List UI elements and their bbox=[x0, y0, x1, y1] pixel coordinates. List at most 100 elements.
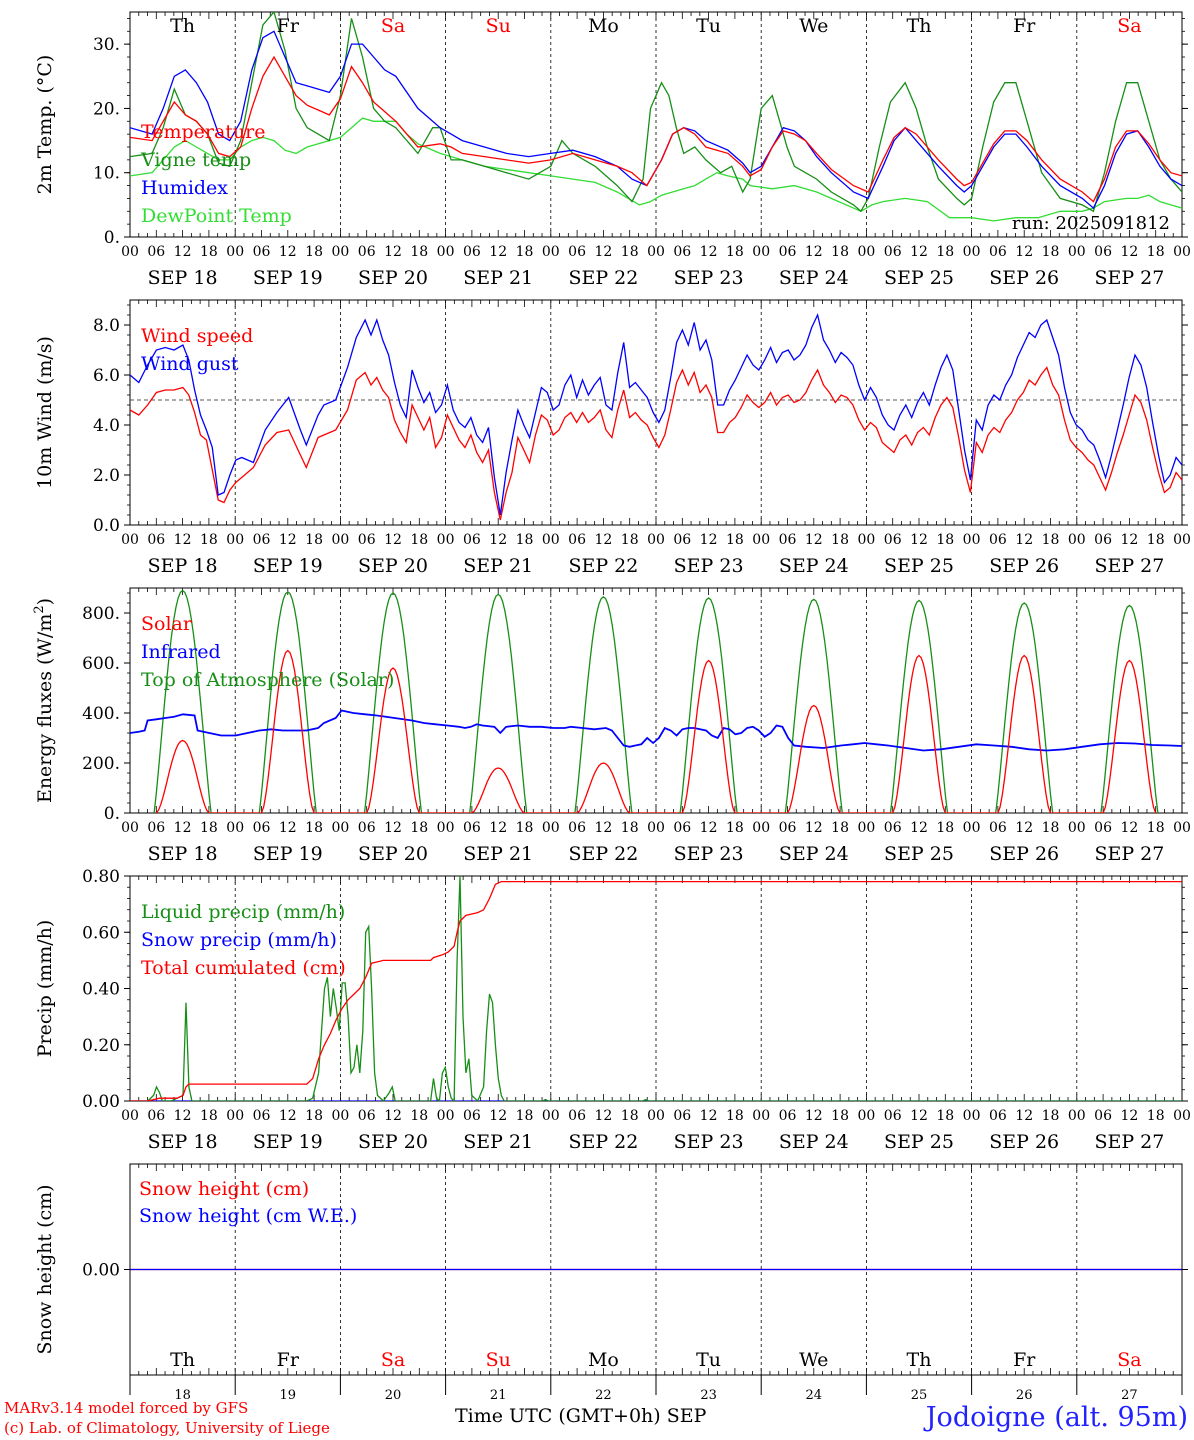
series-line-wind-gust bbox=[130, 313, 1182, 516]
hour-label: 12 bbox=[1015, 1108, 1033, 1124]
date-label: SEP 20 bbox=[358, 267, 428, 289]
hour-label: 00 bbox=[647, 532, 665, 548]
date-label: SEP 19 bbox=[253, 1131, 323, 1153]
hour-label: 06 bbox=[989, 1108, 1007, 1124]
hour-label: 00 bbox=[857, 532, 875, 548]
hour-label: 12 bbox=[1120, 244, 1138, 260]
hour-label: 12 bbox=[279, 1108, 297, 1124]
weekday-label: Th bbox=[170, 1349, 195, 1371]
hour-label: 06 bbox=[358, 1108, 376, 1124]
date-label: SEP 22 bbox=[568, 267, 638, 289]
date-label: SEP 24 bbox=[779, 843, 849, 865]
date-label: SEP 26 bbox=[989, 267, 1059, 289]
hour-label: 18 bbox=[831, 532, 849, 548]
hour-label: 18 bbox=[1042, 820, 1060, 836]
day-number: 24 bbox=[806, 1388, 823, 1403]
hour-label: 12 bbox=[910, 820, 928, 836]
hour-label: 06 bbox=[1094, 244, 1112, 260]
hour-label: 00 bbox=[331, 1108, 349, 1124]
hour-label: 18 bbox=[200, 244, 218, 260]
hour-label: 18 bbox=[726, 244, 744, 260]
hour-label: 00 bbox=[542, 244, 560, 260]
day-number: 21 bbox=[490, 1388, 507, 1403]
hour-label: 06 bbox=[253, 1108, 271, 1124]
hour-label: 00 bbox=[121, 820, 139, 836]
y-tick-label: 0. bbox=[104, 804, 120, 824]
hour-label: 00 bbox=[963, 1108, 981, 1124]
series-line-total-cumulated-cm- bbox=[130, 880, 1182, 1101]
date-label: SEP 26 bbox=[989, 843, 1059, 865]
hour-label: 00 bbox=[121, 1108, 139, 1124]
y-tick-label: 400. bbox=[82, 704, 120, 724]
hour-label: 18 bbox=[410, 244, 428, 260]
date-label: SEP 21 bbox=[463, 843, 533, 865]
hour-label: 06 bbox=[884, 1108, 902, 1124]
hour-label: 18 bbox=[726, 532, 744, 548]
hour-label: 00 bbox=[226, 532, 244, 548]
hour-label: 18 bbox=[410, 820, 428, 836]
panel-precip: 0.00 0.20 0.40 0.60 0.80 Precip (mm/h) Liquid … bbox=[34, 867, 1191, 1153]
hour-label: 06 bbox=[463, 1108, 481, 1124]
date-label: SEP 18 bbox=[148, 1131, 218, 1153]
date-label: SEP 20 bbox=[358, 1131, 428, 1153]
panel-wind: 0.0 2.0 4.0 6.0 8.0 10m Wind (m/s) Wind speed W… bbox=[34, 299, 1191, 577]
legend-entry: Infrared bbox=[141, 641, 221, 663]
weekday-label: Mo bbox=[588, 1349, 619, 1371]
hour-label: 00 bbox=[1068, 532, 1086, 548]
hour-label: 00 bbox=[542, 820, 560, 836]
hour-label: 12 bbox=[700, 244, 718, 260]
hour-label: 12 bbox=[1120, 1108, 1138, 1124]
date-label: SEP 27 bbox=[1094, 843, 1164, 865]
y-tick-label: 200. bbox=[82, 754, 120, 774]
legend-entry: Snow height (cm W.E.) bbox=[139, 1205, 357, 1227]
legend-entry: Total cumulated (cm) bbox=[141, 957, 346, 979]
hour-label: 18 bbox=[1042, 532, 1060, 548]
time-axis-label: Time UTC (GMT+0h) SEP bbox=[455, 1405, 707, 1427]
hour-label: 00 bbox=[647, 1108, 665, 1124]
date-label: SEP 22 bbox=[568, 555, 638, 577]
legend-entry: Top of Atmosphere (Solar) bbox=[141, 669, 394, 691]
hour-label: 00 bbox=[857, 820, 875, 836]
series-line-infrared bbox=[130, 709, 1182, 752]
hour-label: 18 bbox=[1042, 1108, 1060, 1124]
hour-label: 00 bbox=[857, 244, 875, 260]
hour-label: 00 bbox=[857, 1108, 875, 1124]
hour-label: 18 bbox=[305, 532, 323, 548]
y-tick-label: 600. bbox=[82, 654, 120, 674]
y-tick-label: 4.0 bbox=[93, 416, 120, 436]
date-label: SEP 18 bbox=[148, 555, 218, 577]
series-line-humidex bbox=[130, 30, 1182, 210]
hour-label: 18 bbox=[831, 1108, 849, 1124]
day-number: 19 bbox=[280, 1388, 297, 1403]
hour-label: 18 bbox=[936, 244, 954, 260]
hour-label: 12 bbox=[805, 532, 823, 548]
day-number: 20 bbox=[385, 1388, 402, 1403]
hour-label: 06 bbox=[147, 532, 165, 548]
hour-label: 06 bbox=[1094, 1108, 1112, 1124]
hour-label: 12 bbox=[384, 820, 402, 836]
hour-label: 18 bbox=[936, 532, 954, 548]
date-label: SEP 25 bbox=[884, 1131, 954, 1153]
hour-label: 06 bbox=[673, 244, 691, 260]
series-line-top-of-atmosphere-solar- bbox=[153, 589, 1159, 813]
hour-label: 00 bbox=[963, 820, 981, 836]
date-label: SEP 23 bbox=[674, 843, 744, 865]
hour-label: 18 bbox=[936, 1108, 954, 1124]
hour-label: 12 bbox=[384, 244, 402, 260]
series-line-temperature bbox=[130, 55, 1182, 203]
weekday-label: Th bbox=[907, 15, 932, 37]
hour-label: 18 bbox=[621, 1108, 639, 1124]
hour-label: 12 bbox=[489, 1108, 507, 1124]
hour-label: 18 bbox=[305, 820, 323, 836]
date-label: SEP 23 bbox=[674, 555, 744, 577]
date-label: SEP 23 bbox=[674, 267, 744, 289]
y-tick-label: 20. bbox=[93, 99, 120, 119]
date-label: SEP 21 bbox=[463, 555, 533, 577]
hour-label: 12 bbox=[594, 532, 612, 548]
hour-label: 12 bbox=[805, 820, 823, 836]
weekday-label: Sa bbox=[1117, 15, 1141, 37]
legend-entry: Wind speed bbox=[141, 325, 253, 347]
y-axis-label: Precip (mm/h) bbox=[34, 920, 56, 1058]
hour-label: 18 bbox=[1042, 244, 1060, 260]
day-number: 23 bbox=[700, 1388, 717, 1403]
